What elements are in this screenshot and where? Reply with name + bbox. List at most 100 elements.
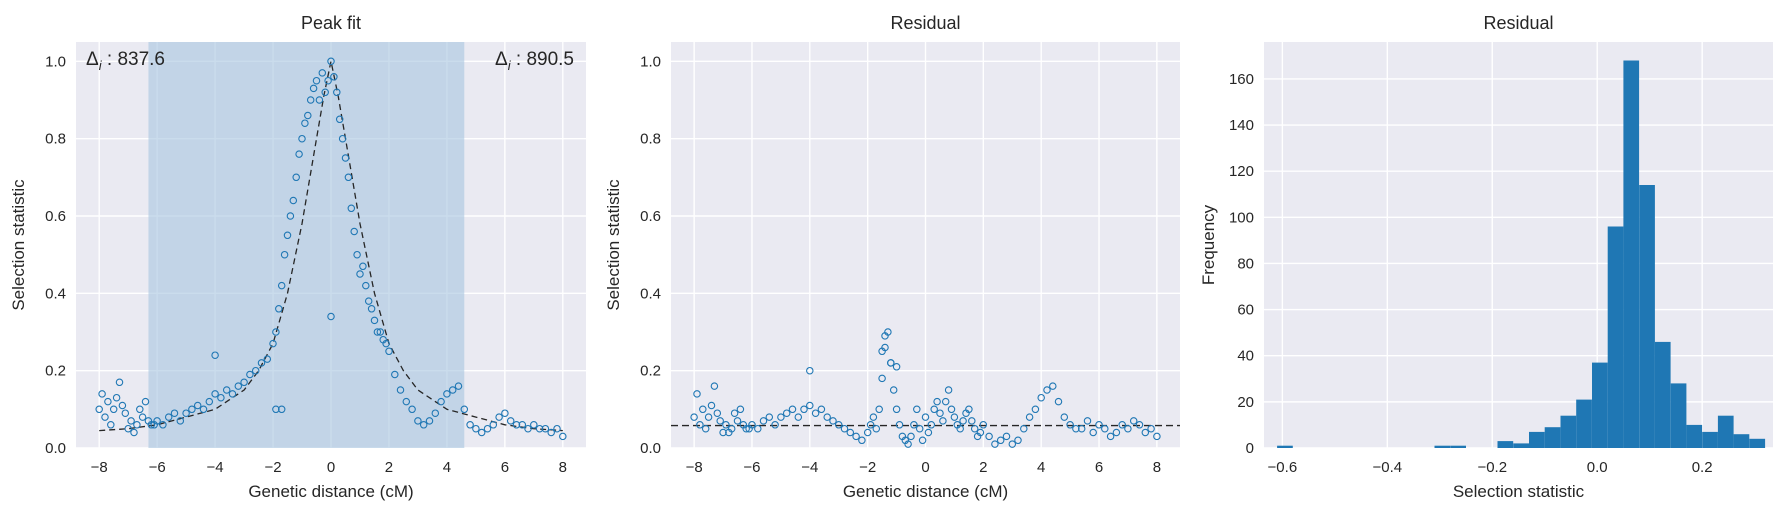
data-point xyxy=(246,370,254,379)
y-tick-label: 1.0 xyxy=(45,53,66,70)
data-point xyxy=(109,405,118,414)
data-point xyxy=(350,227,358,236)
data-point xyxy=(1101,424,1109,433)
peak-fit-panel: −8 −6 −4 −2 0 2 4 6 8 0.0 0.2 0.4 0.6 0.8 1.0 Peak fi… xyxy=(9,13,586,501)
residual-histogram-bars xyxy=(1277,60,1766,448)
data-point xyxy=(312,76,321,85)
data-point xyxy=(707,401,716,410)
histogram-bar xyxy=(1434,445,1451,448)
data-point xyxy=(460,405,469,414)
data-point xyxy=(107,421,115,429)
data-point xyxy=(309,84,318,93)
histogram-bar xyxy=(1450,445,1466,448)
x-tick-label: 4 xyxy=(443,459,451,476)
data-point xyxy=(1118,421,1126,429)
y-tick-label: 140 xyxy=(1229,117,1254,134)
residual-histogram-x-ticks: −0.6 −0.4 −0.2 0.0 0.2 xyxy=(1268,459,1713,476)
data-point xyxy=(1054,397,1063,406)
histogram-bar xyxy=(1607,226,1624,448)
histogram-bar xyxy=(1639,185,1655,448)
data-point xyxy=(693,390,701,398)
y-tick-label: 0.8 xyxy=(640,131,661,148)
data-point xyxy=(991,440,999,448)
y-tick-label: 0.0 xyxy=(640,440,661,457)
data-point xyxy=(713,409,722,417)
data-point xyxy=(234,382,243,390)
data-point xyxy=(872,424,881,433)
data-point xyxy=(217,393,225,402)
data-point xyxy=(910,421,918,429)
data-point xyxy=(834,421,843,429)
data-point xyxy=(347,204,356,213)
residual-scatter-title: Residual xyxy=(890,13,960,33)
data-point xyxy=(524,424,532,433)
data-point xyxy=(1066,421,1074,429)
data-point xyxy=(878,374,886,383)
data-point xyxy=(530,421,538,429)
x-tick-label: −2 xyxy=(264,459,281,476)
data-point xyxy=(222,386,231,394)
data-point xyxy=(904,440,912,448)
data-point xyxy=(1025,413,1034,421)
data-point xyxy=(454,382,463,390)
data-point xyxy=(806,366,814,375)
data-point xyxy=(924,428,933,437)
x-tick-label: −8 xyxy=(91,459,108,476)
data-point xyxy=(535,424,544,433)
data-point xyxy=(338,134,347,143)
data-point xyxy=(765,413,774,421)
data-point xyxy=(701,424,710,433)
data-point xyxy=(321,88,329,97)
data-point xyxy=(327,312,335,321)
peak-fit-curve xyxy=(99,61,563,432)
data-point xyxy=(283,231,292,240)
data-point xyxy=(1147,424,1155,433)
data-point xyxy=(367,305,376,313)
data-point xyxy=(333,88,341,97)
data-point xyxy=(915,424,924,433)
data-point xyxy=(736,405,745,414)
data-point xyxy=(466,421,474,429)
data-point xyxy=(1049,382,1057,390)
data-point xyxy=(356,270,364,278)
data-point xyxy=(696,421,704,429)
data-point xyxy=(782,409,791,417)
data-point xyxy=(414,417,422,425)
data-point xyxy=(211,351,219,359)
data-point xyxy=(153,417,161,425)
data-point xyxy=(304,111,312,120)
x-tick-label: −4 xyxy=(801,459,818,476)
y-tick-label: 0.8 xyxy=(45,131,66,148)
data-point xyxy=(941,397,950,406)
data-point xyxy=(489,421,498,429)
histogram-bar xyxy=(1749,438,1766,448)
data-point xyxy=(330,73,338,81)
histogram-bar xyxy=(1544,427,1561,448)
data-point xyxy=(895,421,904,429)
data-point xyxy=(1002,432,1011,441)
y-tick-label: 0 xyxy=(1246,440,1254,457)
data-point xyxy=(364,297,373,305)
peak-fit-y-label: Selection statistic xyxy=(9,179,28,311)
data-point xyxy=(240,378,248,387)
data-point xyxy=(727,424,736,433)
residual-scatter-x-ticks: −8 −6 −4 −2 0 2 4 6 8 xyxy=(686,459,1161,476)
annotation-right: Δi : 890.5 xyxy=(495,49,574,73)
data-point xyxy=(970,424,979,433)
residual-scatter-grid xyxy=(671,42,1180,449)
data-point xyxy=(968,417,976,425)
x-tick-label: −4 xyxy=(207,459,224,476)
data-point xyxy=(1072,424,1080,433)
data-point xyxy=(794,413,803,421)
data-point xyxy=(887,359,895,367)
data-point xyxy=(101,413,109,421)
residual-histogram-grid xyxy=(1264,42,1773,449)
data-point xyxy=(1112,428,1121,437)
data-point xyxy=(193,401,202,410)
data-point xyxy=(730,409,739,417)
data-point xyxy=(306,96,315,104)
y-tick-label: 1.0 xyxy=(640,53,661,70)
residual-histogram-panel: −0.6 −0.4 −0.2 0.0 0.2 0 20 40 60 80 100 120 140 160… xyxy=(1199,13,1773,501)
histogram-bar xyxy=(1733,434,1750,448)
